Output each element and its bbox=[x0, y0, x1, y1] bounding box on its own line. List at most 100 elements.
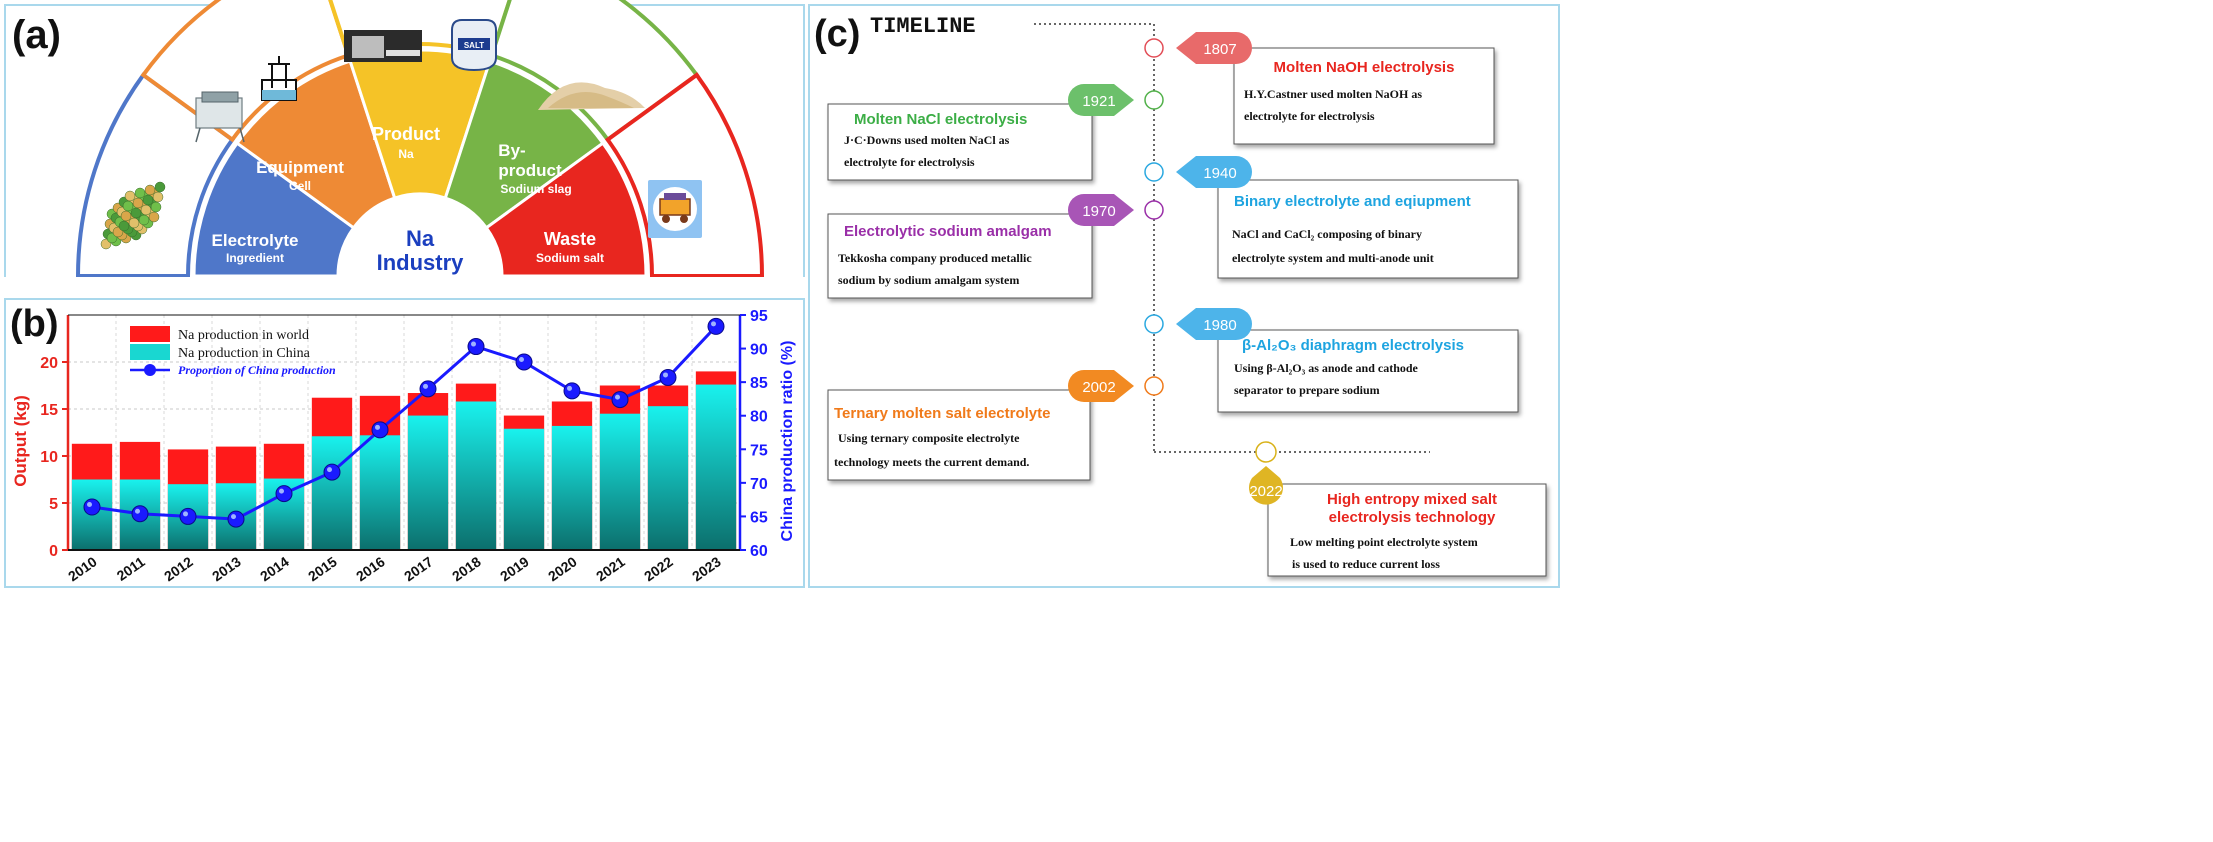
proportion-point-highlight bbox=[375, 424, 380, 430]
event-1980-box bbox=[1217, 329, 1519, 413]
x-tick-label: 2015 bbox=[305, 553, 340, 584]
x-tick-label: 2016 bbox=[353, 553, 388, 584]
year-badge-1980 bbox=[1176, 308, 1252, 340]
lattice-atom bbox=[148, 211, 160, 223]
left-tick-label: 10 bbox=[40, 449, 58, 466]
panel-c-frame bbox=[808, 4, 1560, 588]
lattice-atom bbox=[120, 210, 132, 222]
x-tick-label: 2013 bbox=[209, 553, 244, 584]
proportion-point-2012 bbox=[179, 507, 197, 525]
right-ticks: 60 65 70 75 80 85 90 95 bbox=[740, 308, 768, 560]
sector-equipment-sub: Cell bbox=[289, 179, 311, 193]
x-tick-label: 2010 bbox=[65, 553, 100, 584]
proportion-point-highlight bbox=[471, 341, 476, 347]
event-1921-title: Molten NaCl electrolysis bbox=[854, 111, 1027, 128]
legend-label-world: Na production in world bbox=[178, 328, 309, 343]
proportion-point-2014 bbox=[275, 485, 293, 503]
node-1940 bbox=[1144, 162, 1164, 182]
right-tick-label: 75 bbox=[750, 442, 768, 459]
legend-swatch-china bbox=[130, 344, 170, 360]
proportion-point-2018 bbox=[467, 338, 485, 356]
event-1807: 1807 Molten NaOH electrolysis H.Y.Castne… bbox=[1176, 32, 1495, 145]
sector-equipment-title: Equipment bbox=[256, 158, 344, 177]
x-tick-label: 2018 bbox=[449, 553, 484, 584]
event-2002-title: Ternary molten salt electrolyte bbox=[834, 405, 1050, 422]
node-1807 bbox=[1144, 38, 1164, 58]
event-2022-title: High entropy mixed salt bbox=[1327, 491, 1497, 508]
sector-waste-sub: Sodium salt bbox=[536, 251, 604, 265]
proportion-point-2020 bbox=[563, 382, 581, 400]
event-1940-title: Binary electrolyte and eqiupment bbox=[1234, 193, 1471, 210]
node-2022 bbox=[1255, 441, 1277, 463]
x-tick-label: 2021 bbox=[593, 553, 628, 584]
event-2022-box bbox=[1267, 483, 1547, 577]
bar-china-2021 bbox=[599, 413, 641, 550]
left-tick-label: 20 bbox=[40, 355, 58, 372]
panel-c-label: (c) bbox=[814, 13, 860, 55]
event-2002-desc2: technology meets the current demand. bbox=[834, 455, 1029, 469]
bar-china-2018 bbox=[455, 401, 497, 550]
panel-b-label: (b) bbox=[10, 303, 59, 345]
node-1980 bbox=[1144, 314, 1164, 334]
event-1980-title: β-Al₂O₃ diaphragm electrolysis bbox=[1242, 337, 1464, 354]
sector-byproduct-sub: Sodium slag bbox=[500, 182, 571, 196]
lattice-atom bbox=[150, 201, 162, 213]
center-half-disc bbox=[338, 194, 502, 276]
left-tick-label: 15 bbox=[40, 402, 58, 419]
bar-china-2020 bbox=[551, 425, 593, 550]
year-badge-1921 bbox=[1068, 84, 1134, 116]
proportion-point-highlight bbox=[615, 394, 620, 400]
event-1970-title: Electrolytic sodium amalgam bbox=[844, 223, 1052, 240]
ring-baseline-mask bbox=[0, 277, 808, 298]
bar-china-2019 bbox=[503, 428, 545, 550]
legend-label-proportion: Proportion of China production bbox=[178, 363, 336, 377]
year-badge-2002 bbox=[1068, 370, 1134, 402]
proportion-point-highlight bbox=[231, 514, 236, 520]
lattice-atom bbox=[144, 184, 156, 196]
lattice-atom bbox=[140, 204, 152, 216]
legend-swatch-world bbox=[130, 326, 170, 342]
sector-product-title: Product bbox=[372, 124, 440, 144]
event-1970: 1970 Electrolytic sodium amalgam Tekkosh… bbox=[827, 194, 1134, 299]
sector-byproduct-title: By- bbox=[498, 141, 525, 160]
proportion-point-highlight bbox=[135, 508, 140, 514]
timeline-title: TIMELINE bbox=[870, 14, 976, 39]
proportion-point-highlight bbox=[423, 383, 428, 389]
x-tick-label: 2014 bbox=[257, 553, 292, 584]
lattice-atom bbox=[128, 217, 140, 229]
proportion-point-2022 bbox=[659, 368, 677, 386]
proportion-point-highlight bbox=[711, 321, 716, 327]
right-tick-label: 60 bbox=[750, 543, 768, 560]
year-badge-1940 bbox=[1176, 156, 1252, 188]
event-1940-desc1: NaCl and CaCl₂ composing of binary bbox=[1232, 227, 1422, 241]
crystal-lattice-image bbox=[100, 181, 166, 250]
proportion-line bbox=[83, 317, 725, 528]
salt-bag-image: SALT bbox=[451, 19, 497, 72]
sector-electrolyte-title: Electrolyte bbox=[212, 231, 299, 250]
node-1970 bbox=[1144, 200, 1164, 220]
sector-byproduct-title2: product bbox=[498, 161, 562, 180]
x-tick-label: 2020 bbox=[545, 553, 580, 584]
event-1940: 1940 Binary electrolyte and eqiupment Na… bbox=[1176, 156, 1519, 279]
y-axis-right-label: China production ratio (%) bbox=[779, 341, 796, 542]
event-1807-title: Molten NaOH electrolysis bbox=[1274, 59, 1455, 76]
event-1970-desc2: sodium by sodium amalgam system bbox=[838, 273, 1019, 287]
lattice-atom bbox=[132, 197, 144, 209]
chart-legend: Na production in world Na production in … bbox=[130, 326, 336, 377]
mining-cart-icon bbox=[648, 180, 702, 238]
year-2002: 2002 bbox=[1082, 379, 1115, 396]
lattice-atom bbox=[152, 191, 164, 203]
sodium-metal-image bbox=[344, 30, 422, 62]
year-1980: 1980 bbox=[1203, 317, 1236, 334]
event-1921: 1921 Molten NaCl electrolysis J·C·Downs … bbox=[827, 84, 1134, 181]
x-tick-label: 2011 bbox=[114, 553, 148, 584]
left-tick-label: 0 bbox=[49, 543, 58, 560]
event-1970-box bbox=[827, 213, 1093, 299]
right-tick-label: 95 bbox=[750, 308, 768, 325]
year-1970: 1970 bbox=[1082, 203, 1115, 220]
sodium-slag-image bbox=[538, 82, 645, 110]
lattice-atom bbox=[138, 214, 150, 226]
node-1921 bbox=[1144, 90, 1164, 110]
event-2002: 2002 Ternary molten salt electrolyte Usi… bbox=[827, 370, 1134, 481]
